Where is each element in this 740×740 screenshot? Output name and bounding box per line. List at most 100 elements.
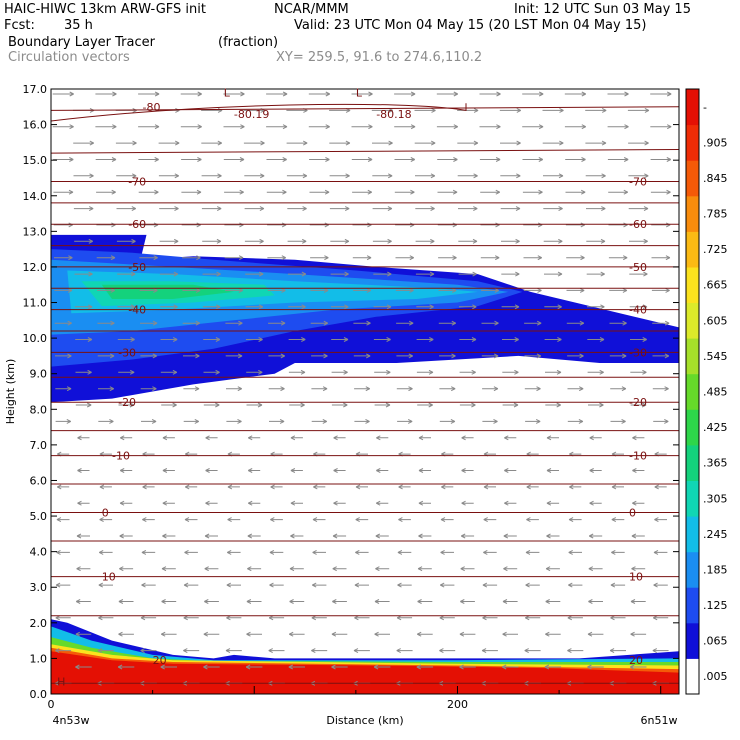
y-tick-label: 0.0	[30, 688, 48, 701]
circulation-vector	[607, 157, 629, 162]
circulation-vector	[587, 337, 605, 342]
y-axis-title: Height (km)	[4, 359, 17, 425]
circulation-vector	[354, 386, 371, 392]
circulation-vector	[247, 435, 261, 441]
circulation-vector	[627, 107, 650, 113]
circulation-vector	[52, 91, 74, 97]
circulation-vector	[542, 107, 564, 113]
circulation-vector	[75, 369, 92, 375]
circulation-vector	[139, 255, 158, 261]
circulation-vector	[138, 157, 159, 162]
circulation-vector	[458, 271, 477, 277]
colorbar-swatch	[686, 516, 699, 553]
circulation-vector	[545, 599, 561, 604]
circulation-vector	[546, 500, 560, 506]
y-tick-label: 17.0	[23, 83, 48, 96]
circulation-vector	[480, 255, 500, 261]
circulation-vector	[650, 189, 671, 195]
circulation-vector	[418, 468, 431, 473]
circulation-vector	[75, 631, 92, 637]
circulation-vector	[397, 549, 412, 555]
circulation-vector	[309, 157, 330, 162]
colorbar-swatch	[686, 444, 699, 481]
circulation-vector	[418, 533, 432, 539]
circulation-vector	[141, 418, 157, 424]
circulation-vector	[609, 648, 626, 654]
colorbar-label: .725	[703, 243, 728, 256]
circulation-vector	[632, 468, 645, 473]
isotherm-label: -20	[629, 396, 647, 409]
circulation-vector	[415, 271, 435, 277]
circulation-vector	[97, 353, 115, 359]
circulation-vector	[290, 500, 303, 506]
circulation-vector	[398, 517, 411, 523]
isotherm-label: L	[224, 87, 231, 100]
circulation-vector	[119, 533, 133, 539]
circulation-vector	[588, 533, 603, 539]
circulation-vector	[504, 435, 517, 441]
y-tick-label: 10.0	[23, 332, 48, 345]
isotherm-line	[51, 106, 679, 111]
circulation-vector	[546, 533, 560, 539]
circulation-vector	[522, 124, 544, 130]
colorbar-frame	[685, 88, 700, 695]
circulation-vector	[95, 91, 117, 97]
circulation-vector	[183, 353, 200, 359]
circulation-vector	[457, 173, 478, 179]
circulation-vector	[375, 500, 389, 506]
circulation-vector	[290, 435, 303, 441]
vectors-label: Circulation vectors	[8, 50, 130, 65]
circulation-vector	[523, 255, 543, 261]
circulation-vector	[522, 157, 544, 162]
circulation-vector	[524, 320, 542, 326]
isotherm-label: -80.19	[234, 108, 269, 121]
circulation-vector	[654, 517, 667, 523]
circulation-vector	[75, 337, 93, 342]
circulation-vector	[372, 140, 393, 146]
circulation-vector	[202, 238, 222, 244]
circulation-vector	[118, 631, 134, 637]
circulation-vector	[373, 304, 392, 310]
isotherm-label: 0	[629, 507, 636, 520]
circulation-vector	[459, 402, 476, 408]
isotherm-label: 10	[629, 571, 643, 584]
circulation-vector	[524, 386, 541, 392]
circulation-vector	[630, 599, 646, 604]
circulation-vector	[650, 91, 672, 97]
circulation-vector	[204, 599, 219, 604]
circulation-vector	[543, 206, 563, 212]
circulation-vector	[543, 173, 564, 179]
circulation-vector	[55, 648, 72, 654]
isotherm-line	[51, 149, 679, 154]
circulation-vector	[501, 238, 520, 244]
circulation-vector	[226, 549, 241, 555]
circulation-vector	[331, 631, 348, 637]
circulation-vector	[205, 435, 218, 441]
circulation-vector	[73, 140, 95, 146]
circulation-vector	[53, 189, 74, 195]
org-label: NCAR/MMM	[274, 2, 349, 17]
circulation-vector	[565, 157, 586, 162]
circulation-vector	[650, 124, 672, 130]
circulation-vector	[524, 353, 542, 359]
circulation-vector	[311, 418, 328, 424]
circulation-vector	[610, 582, 626, 588]
circulation-vector	[141, 549, 156, 555]
circulation-vector	[503, 566, 518, 572]
circulation-vector	[159, 206, 179, 212]
circulation-vector	[394, 157, 416, 162]
y-tick-label: 3.0	[30, 581, 48, 594]
circulation-vector	[184, 484, 198, 490]
circulation-vector	[55, 582, 71, 588]
colorbar-swatch	[686, 373, 699, 410]
y-tick-label: 13.0	[23, 225, 48, 238]
circulation-vector	[162, 533, 176, 539]
circulation-vector	[586, 271, 605, 277]
circulation-vector	[290, 468, 303, 473]
circulation-vector	[141, 582, 156, 588]
circulation-vector	[416, 304, 434, 310]
circulation-vector	[140, 648, 157, 654]
circulation-vector	[628, 140, 649, 146]
circulation-vector	[652, 648, 669, 654]
circulation-vector	[160, 631, 177, 637]
